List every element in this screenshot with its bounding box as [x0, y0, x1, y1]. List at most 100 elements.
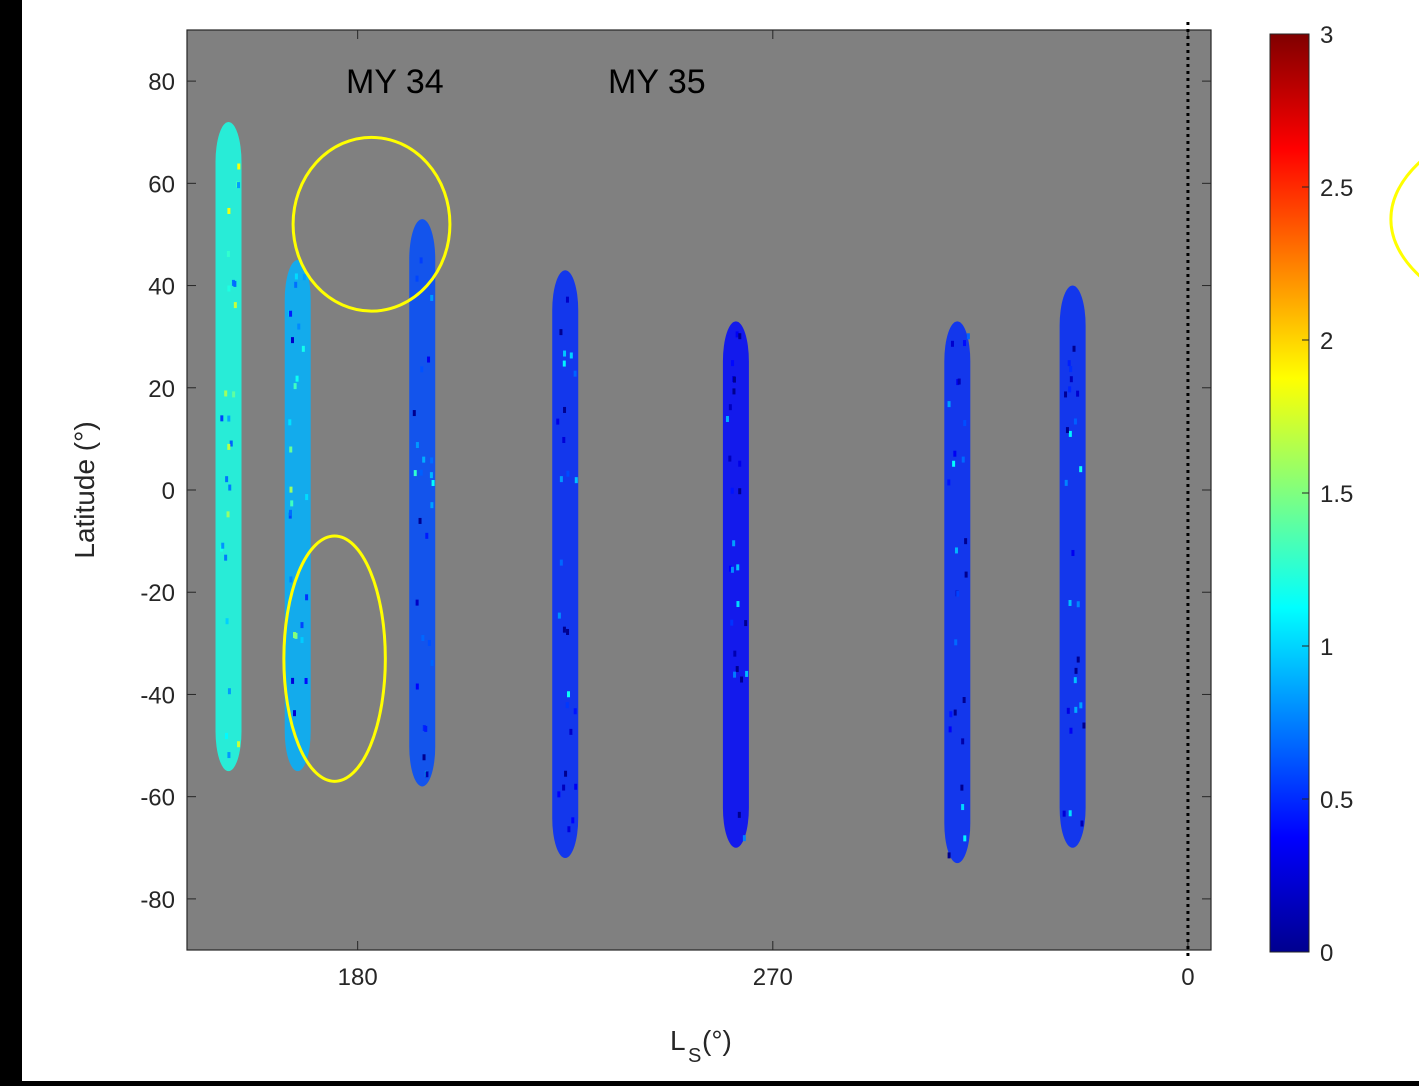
swath-speckle [226, 250, 230, 257]
swath-speckle [1069, 366, 1073, 373]
swath-speckle [227, 688, 231, 695]
x-axis-title-unit: (°) [702, 1025, 732, 1056]
swath-speckle [224, 390, 228, 397]
swath-speckle [1065, 427, 1069, 434]
swath-speckle [962, 697, 966, 704]
swath-speckle [963, 340, 967, 347]
highlight-ellipse-1 [282, 534, 387, 783]
swath-speckle [947, 479, 951, 486]
plot-area [187, 30, 1211, 950]
swath-speckle [1244, 631, 1247, 637]
swath-speckle [1230, 676, 1233, 682]
swath-speckle [293, 383, 297, 390]
swath-speckle [237, 182, 241, 189]
swath-speckle [305, 494, 309, 501]
swath-speckle [1073, 677, 1077, 684]
swath-speckle [567, 691, 571, 698]
x-axis-title-main: L [670, 1025, 686, 1056]
swath-speckle [425, 532, 429, 539]
y-axis-label: Latitude (°) [69, 421, 100, 558]
swath-4 [722, 321, 749, 848]
swath-speckle [954, 639, 958, 646]
y-tick-label: -80 [140, 887, 175, 914]
colorbar-tick-label: 3 [1320, 22, 1333, 49]
swath-speckle [1062, 810, 1066, 817]
swath-speckle [1237, 434, 1240, 440]
swath-speckle [1079, 702, 1083, 709]
swath-speckle [557, 612, 561, 619]
swath-speckle [961, 804, 965, 811]
swath-speckle [738, 460, 742, 467]
swath-speckle [745, 670, 749, 677]
swath-speckle [419, 257, 423, 264]
swath-speckle [419, 469, 423, 476]
swath-speckle [227, 207, 231, 214]
swath-speckle [956, 590, 960, 597]
swath-speckle [289, 446, 293, 453]
swath-speckle [227, 752, 231, 759]
swath-speckle [304, 677, 308, 684]
swath-speckle [427, 639, 431, 646]
swath-speckle [565, 702, 569, 709]
swath-speckle [225, 476, 229, 483]
swath-speckle [738, 333, 742, 340]
swath-speckle [730, 566, 734, 573]
swath-speckle [1240, 309, 1243, 315]
swath-body [284, 260, 311, 772]
swath-speckle [565, 296, 569, 303]
swath-speckle [1068, 810, 1072, 817]
swath-speckle [1228, 236, 1231, 242]
swath-speckle [1240, 710, 1243, 716]
swath-speckle [728, 404, 732, 411]
x-axis-title-subscript: S [688, 1045, 701, 1067]
swath-speckle [1237, 593, 1240, 599]
swath-speckle [1068, 430, 1072, 437]
swath-speckle [1071, 549, 1075, 556]
annotation-my35: MY 35 [608, 63, 706, 101]
swath-speckle [294, 281, 298, 288]
swath-speckle [429, 472, 433, 479]
swath-speckle [1074, 706, 1078, 713]
colorbar-tick-label: 0.5 [1320, 787, 1353, 814]
swath-speckle [566, 470, 570, 477]
swath-speckle [950, 340, 954, 347]
swath-speckle [1239, 288, 1242, 294]
swath-speckle [573, 708, 577, 715]
swath-1 [284, 260, 311, 772]
swath-speckle [425, 771, 429, 778]
swath-speckle [732, 540, 736, 547]
swath-0 [215, 122, 242, 772]
swath-speckle [737, 811, 741, 818]
swath-speckle [562, 436, 566, 443]
swath-speckle [1242, 457, 1245, 463]
annotation-my34: MY 34 [346, 63, 444, 101]
swath-speckle [562, 784, 566, 791]
swath-speckle [224, 554, 228, 561]
swath-speckle [225, 618, 229, 625]
swath-speckle [415, 442, 419, 449]
swath-3 [552, 270, 579, 858]
swath-speckle [728, 455, 732, 462]
swath-speckle [289, 486, 293, 493]
swath-speckle [415, 599, 419, 606]
x-tick-label: 180 [338, 964, 378, 991]
swath-speckle [1067, 360, 1071, 367]
swath-speckle [1238, 678, 1241, 684]
swath-speckle [1074, 667, 1078, 674]
swath-speckle [233, 302, 237, 309]
swath-speckle [948, 726, 952, 733]
y-tick-label: 60 [148, 171, 175, 198]
swath-speckle [1226, 751, 1229, 757]
swath-speckle [953, 450, 957, 457]
swath-speckle [430, 457, 434, 464]
highlight-ellipses [282, 135, 1419, 783]
swath-speckle [1226, 304, 1229, 310]
swath-speckle [237, 741, 241, 748]
swath-speckle [430, 294, 434, 301]
swath-speckle [1243, 707, 1246, 713]
swath-speckle [227, 415, 231, 422]
highlight-ellipse-2 [1389, 160, 1419, 278]
swath-speckle [1235, 741, 1238, 747]
swath-speckle [954, 547, 958, 554]
swath-speckle [732, 388, 736, 395]
